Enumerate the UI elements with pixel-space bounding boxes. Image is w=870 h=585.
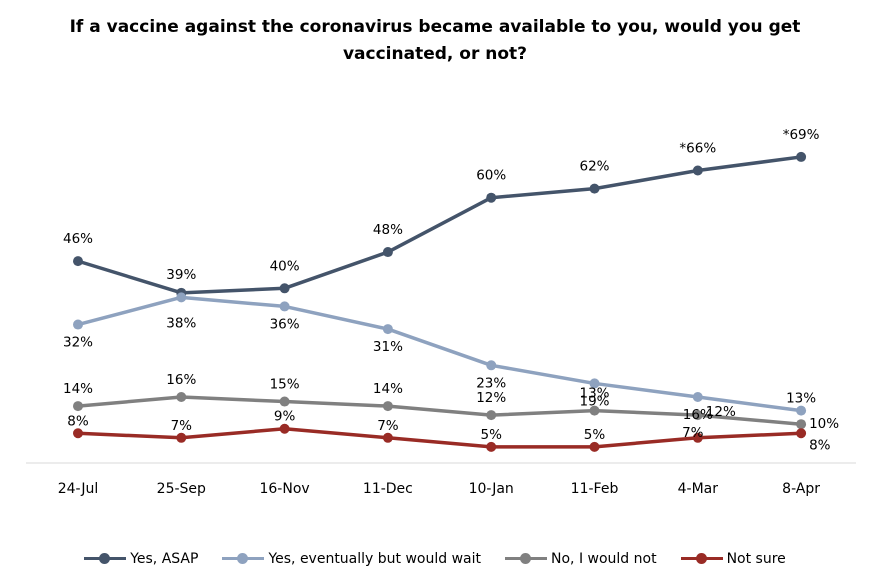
data-label: 10%	[809, 416, 839, 432]
data-label: 40%	[270, 258, 300, 274]
data-point	[382, 401, 393, 412]
data-point	[796, 405, 807, 416]
data-label: 5%	[480, 427, 502, 443]
series-line-3	[76, 395, 803, 426]
data-label: 7%	[171, 418, 193, 434]
data-label: 12%	[706, 404, 736, 420]
x-tick-label: 16-Nov	[259, 481, 309, 497]
data-point	[692, 165, 703, 176]
data-label: 13%	[579, 386, 609, 402]
legend-item: No, I would not	[505, 551, 657, 567]
legend-item: Yes, ASAP	[84, 551, 198, 567]
data-point	[692, 392, 703, 403]
legend: Yes, ASAP Yes, eventually but would wait N…	[0, 546, 870, 572]
data-point	[589, 183, 600, 194]
data-label: 14%	[373, 381, 403, 397]
data-point	[279, 283, 290, 294]
data-point	[73, 256, 83, 267]
series-line-1	[76, 155, 803, 295]
x-tick-label: 24-Jul	[58, 481, 99, 497]
legend-item: Yes, eventually but would wait	[222, 551, 481, 567]
data-point	[692, 432, 703, 443]
data-label: 31%	[373, 339, 403, 355]
data-point	[796, 428, 807, 439]
data-label: 62%	[579, 159, 609, 175]
legend-swatch	[505, 552, 548, 566]
data-label: 8%	[67, 413, 89, 429]
data-label: 13%	[786, 391, 816, 407]
data-point	[73, 428, 83, 439]
data-label: *69%	[783, 127, 820, 143]
data-label: 16%	[683, 407, 713, 423]
data-label: *66%	[679, 141, 716, 157]
data-label: 9%	[274, 409, 296, 425]
legend-label: Yes, eventually but would wait	[268, 551, 482, 567]
x-tick-label: 11-Dec	[363, 481, 413, 497]
data-point	[382, 324, 393, 335]
data-point	[589, 405, 600, 416]
data-point	[692, 410, 703, 421]
line-chart: 24-Jul 25-Sep 16-Nov 11-Dec 10-Jan 11-Feb 4-Ma…	[26, 127, 856, 497]
data-label: 36%	[270, 316, 300, 332]
data-label: 38%	[166, 315, 196, 331]
data-point	[279, 301, 290, 312]
legend-swatch	[84, 552, 127, 566]
data-label: 12%	[476, 390, 506, 406]
data-label: 5%	[584, 427, 606, 443]
series-line-2	[76, 295, 803, 413]
data-point	[486, 410, 497, 421]
data-label: 15%	[270, 377, 300, 393]
x-tick-label: 25-Sep	[157, 481, 206, 497]
data-label: 39%	[166, 267, 196, 283]
data-point	[176, 432, 187, 443]
data-label: 7%	[682, 425, 704, 441]
data-label: 23%	[476, 375, 506, 391]
data-point	[486, 360, 497, 371]
x-tick-label: 11-Feb	[571, 481, 619, 497]
chart-title: If a vaccine against the coronavirus bec…	[69, 17, 801, 64]
data-point	[176, 392, 187, 403]
legend-swatch	[222, 552, 265, 566]
legend-item: Not sure	[680, 551, 786, 567]
data-point	[279, 423, 290, 434]
data-label: 7%	[377, 418, 399, 434]
data-label: 60%	[476, 168, 506, 184]
data-point	[382, 247, 393, 258]
data-point	[796, 151, 807, 162]
data-label: 46%	[63, 231, 93, 247]
data-label: 8%	[809, 437, 831, 453]
data-point	[73, 319, 83, 330]
legend-label: Not sure	[726, 551, 786, 567]
data-point	[382, 432, 393, 443]
legend-label: No, I would not	[551, 551, 657, 567]
x-tick-label: 8-Apr	[782, 481, 820, 497]
x-tick-label: 10-Jan	[469, 481, 514, 497]
data-point	[279, 396, 290, 407]
data-point	[486, 192, 497, 203]
data-point	[176, 292, 187, 303]
series-line-4	[76, 426, 803, 449]
data-point	[796, 419, 807, 430]
data-point	[589, 441, 600, 452]
data-label: 16%	[166, 372, 196, 388]
data-point	[73, 401, 83, 412]
x-tick-label: 4-Mar	[678, 481, 719, 497]
legend-label: Yes, ASAP	[130, 551, 199, 567]
data-label: 19%	[579, 393, 609, 409]
data-label: 32%	[63, 335, 93, 351]
data-point	[589, 378, 600, 389]
data-point	[486, 441, 497, 452]
legend-swatch	[680, 552, 723, 566]
data-label: 14%	[63, 381, 93, 397]
data-label: 48%	[373, 222, 403, 238]
